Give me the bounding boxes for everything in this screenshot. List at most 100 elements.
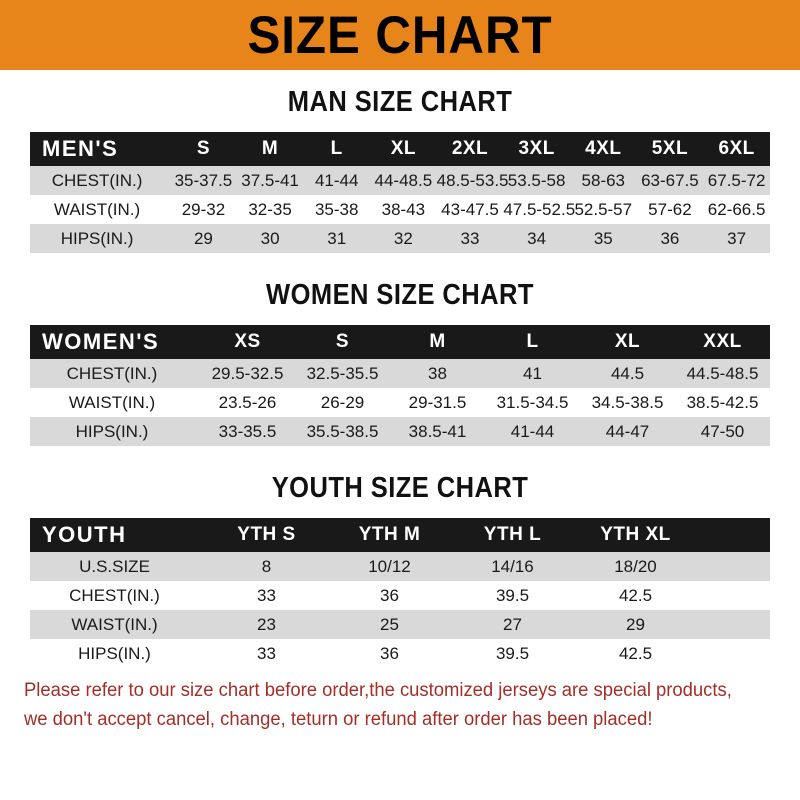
- youth-cell-0-3: 18/20: [614, 556, 657, 576]
- women-col-header-3: L: [526, 331, 539, 352]
- women-cell-2-2: 38.5-41: [408, 421, 467, 441]
- women-cell-0-4: 44.5: [610, 363, 645, 383]
- men-cell-0-1: 37.5-41: [241, 170, 299, 190]
- men-cell-2-0: 29: [193, 228, 213, 248]
- youth-row-label-3: HIPS(IN.): [78, 643, 151, 663]
- men-cell-1-0: 29-32: [181, 199, 226, 219]
- women-cell-2-0: 33-35.5: [218, 421, 277, 441]
- youth-table-wrapper: YOUTH YTH S YTH M YTH L YTH XL U.S.SIZE …: [30, 518, 770, 668]
- youth-cell-2-2: 27: [503, 614, 522, 634]
- men-title-spacer: [0, 118, 800, 132]
- men-cell-0-8: 67.5-72: [707, 170, 766, 190]
- youth-cell-1-1: 36: [380, 585, 399, 605]
- men-col-header-3: XL: [390, 138, 416, 159]
- men-cell-1-3: 38-43: [381, 199, 426, 219]
- men-cell-0-6: 58-63: [581, 170, 626, 190]
- youth-row-label-header: YOUTH: [42, 522, 127, 547]
- table-row: WAIST(IN.) 29-32 32-35 35-38 38-43 43-47…: [30, 195, 770, 224]
- men-cell-2-6: 35: [593, 228, 613, 248]
- banner-spacer: [0, 70, 800, 86]
- men-header-row: MEN'S S M L XL 2XL 3XL 4XL 5XL 6XL: [30, 132, 770, 166]
- table-row: HIPS(IN.) 33 36 39.5 42.5: [30, 639, 770, 668]
- youth-cell-1-0: 33: [257, 585, 276, 605]
- youth-cell-2-0: 23: [257, 614, 276, 634]
- youth-col-header-3: YTH XL: [600, 524, 671, 545]
- women-cell-0-0: 29.5-32.5: [211, 363, 284, 383]
- men-cell-1-5: 47.5-52.5: [503, 199, 576, 219]
- youth-cell-0-0: 8: [261, 556, 272, 576]
- women-col-header-5: XXL: [703, 331, 742, 352]
- women-size-table: WOMEN'S XS S M L XL XXL CHEST(IN.) 29.5-…: [30, 325, 770, 446]
- women-cell-1-2: 29-31.5: [408, 392, 467, 412]
- men-col-header-0: S: [196, 138, 211, 159]
- women-cell-0-5: 44.5-48.5: [686, 363, 759, 383]
- youth-col-header-2: YTH L: [483, 524, 542, 545]
- men-col-header-1: M: [261, 138, 279, 159]
- women-table-wrapper: WOMEN'S XS S M L XL XXL CHEST(IN.) 29.5-…: [30, 325, 770, 446]
- youth-title-spacer: [0, 504, 800, 518]
- youth-row-label-1: CHEST(IN.): [69, 585, 160, 605]
- men-cell-2-3: 32: [393, 228, 413, 248]
- women-cell-0-1: 32.5-35.5: [306, 363, 379, 383]
- women-cell-1-5: 38.5-42.5: [686, 392, 759, 412]
- women-cell-2-5: 47-50: [700, 421, 745, 441]
- women-col-header-1: S: [335, 331, 350, 352]
- table-row: WAIST(IN.) 23 25 27 29: [30, 610, 770, 639]
- women-row-label-0: CHEST(IN.): [66, 363, 158, 383]
- youth-cell-1-4: [697, 581, 770, 610]
- youth-cell-1-3: 42.5: [618, 585, 653, 605]
- men-col-header-8: 6XL: [718, 138, 755, 159]
- women-col-header-0: XS: [234, 331, 261, 352]
- women-cell-0-3: 41: [523, 363, 542, 383]
- youth-bottom-spacer: [0, 668, 800, 676]
- table-row: HIPS(IN.) 33-35.5 35.5-38.5 38.5-41 41-4…: [30, 417, 770, 446]
- men-cell-2-4: 33: [460, 228, 480, 248]
- men-row-label-2: HIPS(IN.): [60, 228, 134, 248]
- men-cell-0-3: 44-48.5: [374, 170, 433, 190]
- youth-row-label-2: WAIST(IN.): [71, 614, 158, 634]
- table-row: HIPS(IN.) 29 30 31 32 33 34 35 36 37: [30, 224, 770, 253]
- footer-line-1: Please refer to our size chart before or…: [24, 680, 732, 701]
- youth-cell-2-4: [697, 610, 770, 639]
- men-cell-1-8: 62-66.5: [707, 199, 766, 219]
- men-cell-2-8: 37: [727, 228, 747, 248]
- men-cell-2-7: 36: [660, 228, 680, 248]
- men-size-table: MEN'S S M L XL 2XL 3XL 4XL 5XL 6XL CHEST…: [30, 132, 770, 253]
- men-cell-0-7: 63-67.5: [641, 170, 699, 190]
- youth-cell-3-0: 33: [257, 643, 276, 663]
- youth-cell-2-3: 29: [626, 614, 645, 634]
- men-cell-1-6: 52.5-57: [574, 199, 633, 219]
- men-cell-1-7: 57-62: [648, 199, 692, 219]
- youth-section-title: YOUTH SIZE CHART: [271, 472, 529, 504]
- men-bottom-spacer: [0, 253, 800, 279]
- youth-cell-0-1: 10/12: [368, 556, 411, 576]
- women-cell-1-4: 34.5-38.5: [591, 392, 664, 412]
- youth-col-header-4: [697, 518, 770, 552]
- women-cell-2-4: 44-47: [605, 421, 650, 441]
- youth-cell-0-4: [697, 552, 770, 581]
- men-col-header-7: 5XL: [651, 138, 689, 159]
- women-cell-1-3: 31.5-34.5: [496, 392, 569, 412]
- women-col-header-4: XL: [614, 331, 641, 352]
- women-header-row: WOMEN'S XS S M L XL XXL: [30, 325, 770, 359]
- men-col-header-2: L: [330, 138, 343, 159]
- women-col-header-2: M: [429, 331, 446, 352]
- youth-col-header-0: YTH S: [237, 524, 296, 545]
- youth-cell-3-4: [697, 639, 770, 668]
- footer-line-2: we don't accept cancel, change, teturn o…: [24, 709, 653, 730]
- women-cell-1-1: 26-29: [320, 392, 365, 412]
- men-cell-0-4: 48.5-53.5: [436, 170, 509, 190]
- table-row: WAIST(IN.) 23.5-26 26-29 29-31.5 31.5-34…: [30, 388, 770, 417]
- table-row: CHEST(IN.) 33 36 39.5 42.5: [30, 581, 770, 610]
- men-cell-2-1: 30: [260, 228, 280, 248]
- youth-cell-3-2: 39.5: [495, 643, 530, 663]
- men-table-wrapper: MEN'S S M L XL 2XL 3XL 4XL 5XL 6XL CHEST…: [30, 132, 770, 253]
- youth-size-table: YOUTH YTH S YTH M YTH L YTH XL U.S.SIZE …: [30, 518, 770, 668]
- banner: SIZE CHART: [0, 0, 800, 70]
- women-cell-2-3: 41-44: [510, 421, 555, 441]
- table-row: CHEST(IN.) 29.5-32.5 32.5-35.5 38 41 44.…: [30, 359, 770, 388]
- table-row: U.S.SIZE 8 10/12 14/16 18/20: [30, 552, 770, 581]
- women-section-title: WOMEN SIZE CHART: [266, 279, 534, 311]
- youth-col-header-1: YTH M: [358, 524, 421, 545]
